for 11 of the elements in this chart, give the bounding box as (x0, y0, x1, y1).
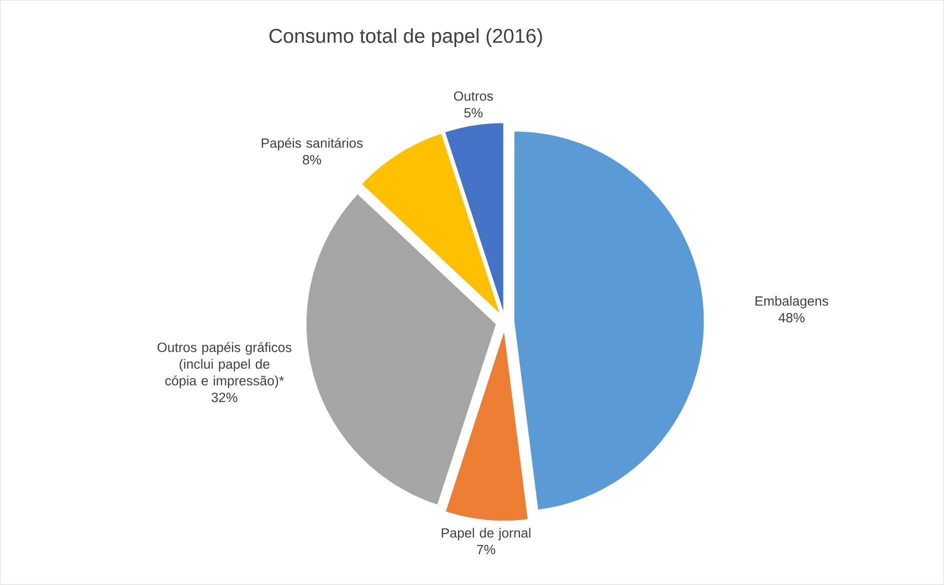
slice-label: Papel de jornal (442, 528, 530, 540)
slice-label: Papéis sanitários (262, 138, 363, 151)
slice-label: Embalagens (756, 296, 828, 309)
chart-title: Consumo total de papel (2016) (269, 28, 542, 48)
data-label: 32% (212, 392, 238, 402)
data-label: 5% (464, 108, 483, 118)
data-label: 48% (778, 313, 804, 323)
data-label: 7% (477, 545, 496, 554)
slice-label: Outros (454, 92, 493, 101)
data-label: 8% (302, 155, 322, 165)
slice-label: Outros papéis gráficos (inclui papel de cópia e impressão)* (158, 342, 292, 388)
